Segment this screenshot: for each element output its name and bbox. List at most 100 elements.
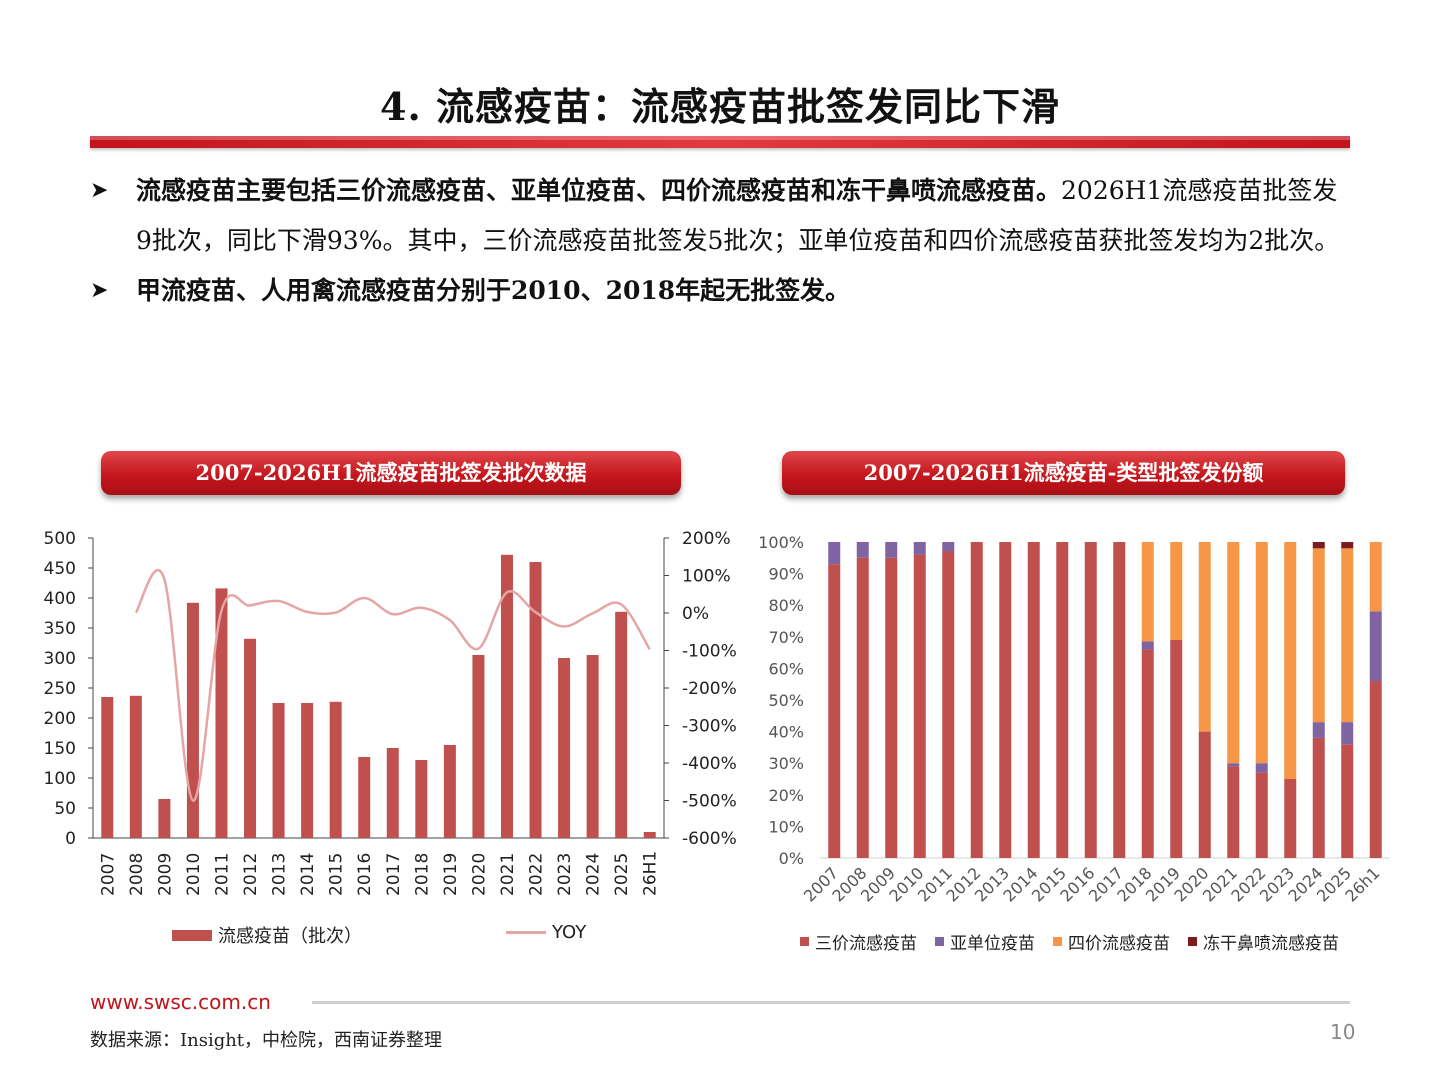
bar-2016 bbox=[358, 757, 371, 838]
right-tick-label: -400% bbox=[682, 754, 737, 774]
bar-legend-swatch bbox=[172, 929, 212, 941]
x-tick-label: 2025 bbox=[612, 853, 632, 896]
page-number: 10 bbox=[1330, 1020, 1356, 1044]
bar-2012 bbox=[244, 638, 257, 838]
segment-2025-0 bbox=[1341, 744, 1354, 858]
y-tick-label: 90% bbox=[768, 565, 804, 584]
chart-title-right: 2007-2026H1流感疫苗-类型批签发份额 bbox=[782, 451, 1345, 495]
x-tick-label: 2023 bbox=[555, 853, 575, 896]
segment-26h1-0 bbox=[1369, 681, 1382, 858]
website-link[interactable]: www.swsc.com.cn bbox=[90, 990, 271, 1014]
segment-2022-1 bbox=[1255, 763, 1268, 773]
segment-2009-0 bbox=[885, 557, 898, 858]
legend-label: 亚单位疫苗 bbox=[950, 934, 1035, 954]
bar-2025 bbox=[615, 611, 628, 838]
bar-2014 bbox=[301, 703, 314, 838]
left-tick-label: 50 bbox=[54, 799, 76, 819]
right-tick-label: -600% bbox=[682, 829, 737, 849]
y-tick-label: 70% bbox=[768, 628, 804, 647]
segment-2018-0 bbox=[1141, 649, 1154, 858]
x-tick-label: 2022 bbox=[527, 853, 547, 896]
x-tick-label: 2008 bbox=[127, 853, 147, 896]
title-divider bbox=[90, 136, 1350, 148]
segment-2025-1 bbox=[1341, 722, 1354, 745]
segment-2020-2 bbox=[1198, 542, 1211, 732]
segment-2025-3 bbox=[1341, 542, 1354, 549]
nasal-swatch bbox=[1188, 937, 1197, 946]
x-tick-label: 2018 bbox=[412, 853, 432, 896]
segment-2023-0 bbox=[1284, 779, 1297, 858]
x-tick-label: 2016 bbox=[355, 853, 375, 896]
x-tick-label: 2007 bbox=[98, 853, 118, 896]
left-tick-label: 500 bbox=[44, 529, 76, 549]
segment-2022-0 bbox=[1255, 772, 1268, 858]
x-tick-label: 2013 bbox=[270, 853, 290, 896]
segment-2010-1 bbox=[913, 542, 926, 555]
x-tick-label: 2010 bbox=[184, 853, 204, 896]
left-tick-label: 200 bbox=[44, 709, 76, 729]
y-tick-label: 10% bbox=[768, 817, 804, 836]
segment-2015-0 bbox=[1056, 542, 1069, 858]
bar-2008 bbox=[129, 695, 142, 838]
left-tick-label: 400 bbox=[44, 589, 76, 609]
bar-2007 bbox=[101, 697, 114, 838]
x-tick-label: 26H1 bbox=[641, 851, 661, 896]
x-tick-label: 2009 bbox=[155, 853, 175, 896]
left-tick-label: 150 bbox=[44, 739, 76, 759]
x-tick-label: 2024 bbox=[584, 853, 604, 896]
x-tick-label: 2014 bbox=[298, 853, 318, 896]
left-tick-label: 450 bbox=[44, 559, 76, 579]
segment-2021-0 bbox=[1227, 766, 1240, 858]
bullet-item: ➤ 流感疫苗主要包括三价流感疫苗、亚单位疫苗、四价流感疫苗和冻干鼻喷流感疫苗。2… bbox=[90, 166, 1352, 266]
segment-2024-2 bbox=[1312, 548, 1325, 723]
segment-2007-1 bbox=[828, 542, 841, 565]
bar-2021 bbox=[500, 554, 513, 838]
bar-2019 bbox=[443, 745, 456, 838]
legend-label: 流感疫苗（批次） bbox=[218, 926, 362, 947]
bullet-bold-text: 流感疫苗主要包括三价流感疫苗、亚单位疫苗、四价流感疫苗和冻干鼻喷流感疫苗。 bbox=[136, 176, 1062, 205]
legend-label: 三价流感疫苗 bbox=[815, 934, 917, 954]
bar-2020 bbox=[472, 655, 485, 838]
segment-2024-0 bbox=[1312, 737, 1325, 858]
arrow-bullet-icon: ➤ bbox=[90, 178, 109, 203]
segment-2011-0 bbox=[942, 551, 955, 858]
segment-26h1-2 bbox=[1369, 542, 1382, 612]
segment-2011-1 bbox=[942, 542, 955, 552]
segment-2022-2 bbox=[1255, 542, 1268, 764]
bar-2017 bbox=[386, 748, 399, 838]
segment-2025-2 bbox=[1341, 548, 1354, 723]
right-tick-label: -200% bbox=[682, 679, 737, 699]
bar-2011 bbox=[215, 588, 228, 838]
bullet-text: 2026H1流感疫苗批签发9批次，同比下滑93%。其中，三价流感疫苗批签发5批次… bbox=[136, 176, 1340, 255]
y-tick-label: 100% bbox=[758, 533, 804, 552]
right-tick-label: -300% bbox=[682, 717, 737, 737]
left-tick-label: 300 bbox=[44, 649, 76, 669]
footer-divider bbox=[312, 1001, 1350, 1004]
y-tick-label: 40% bbox=[768, 723, 804, 742]
legend-label: YOY bbox=[552, 922, 587, 943]
data-source: 数据来源：Insight，中检院，西南证券整理 bbox=[90, 1030, 443, 1051]
bar-2009 bbox=[158, 799, 171, 838]
left-tick-label: 350 bbox=[44, 619, 76, 639]
left-tick-label: 250 bbox=[44, 679, 76, 699]
page-title: 4. 流感疫苗：流感疫苗批签发同比下滑 bbox=[380, 84, 1060, 129]
legend-left-line: YOY bbox=[506, 922, 586, 943]
line-legend-swatch bbox=[506, 931, 546, 934]
quadrivalent-swatch bbox=[1053, 937, 1062, 946]
bar-2018 bbox=[415, 760, 428, 838]
bar-2022 bbox=[529, 562, 542, 838]
bar-2010 bbox=[186, 602, 199, 838]
segment-2019-2 bbox=[1170, 542, 1183, 640]
segment-2018-2 bbox=[1141, 542, 1154, 642]
bullet-bold-text: 甲流疫苗、人用禽流感疫苗分别于2010、2018年起无批签发。 bbox=[136, 276, 851, 305]
segment-2017-0 bbox=[1113, 542, 1126, 858]
segment-2023-2 bbox=[1284, 542, 1297, 779]
bar-2024 bbox=[586, 655, 599, 838]
y-tick-label: 30% bbox=[768, 754, 804, 773]
x-tick-label: 2020 bbox=[469, 853, 489, 896]
legend-left-bar: 流感疫苗（批次） bbox=[172, 922, 362, 948]
arrow-bullet-icon: ➤ bbox=[90, 278, 109, 303]
segment-2010-0 bbox=[913, 554, 926, 858]
